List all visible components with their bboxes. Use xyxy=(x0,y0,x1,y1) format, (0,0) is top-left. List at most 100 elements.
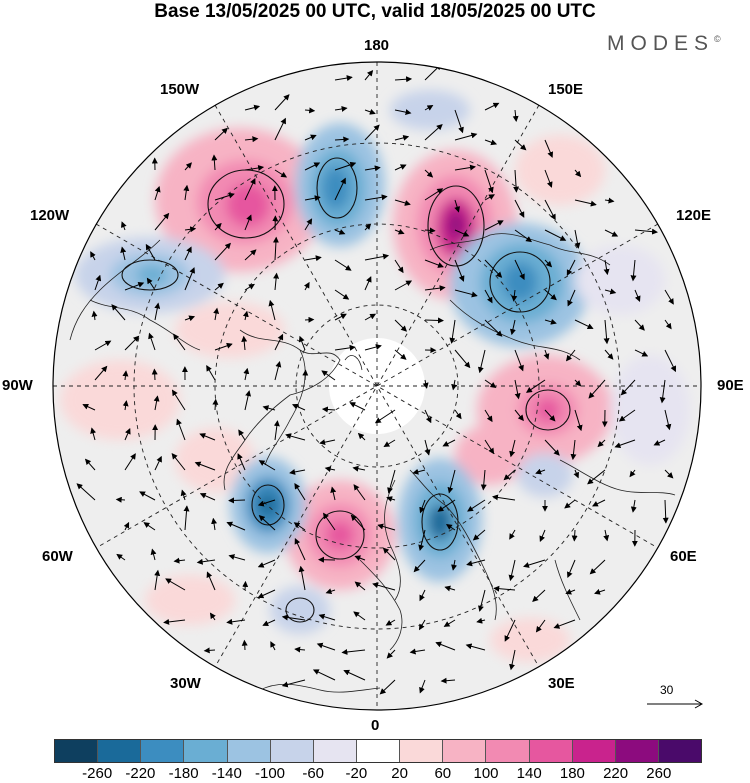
wind-arrow xyxy=(422,379,429,389)
wind-arrow xyxy=(334,289,350,300)
wind-arrow xyxy=(242,580,249,591)
wind-arrow xyxy=(304,218,313,231)
wind-arrow xyxy=(211,517,218,531)
wind-arrow xyxy=(544,139,554,158)
wind-arrow xyxy=(304,134,317,141)
wind-arrow xyxy=(91,310,98,321)
wind-arrow xyxy=(509,319,516,336)
wind-arrow xyxy=(268,299,276,321)
wind-arrow xyxy=(241,639,248,651)
wind-arrow xyxy=(634,319,645,331)
wind-arrow xyxy=(334,136,350,143)
wind-arrow xyxy=(325,588,336,595)
wind-arrow xyxy=(238,429,246,441)
wind-arrow xyxy=(122,370,129,381)
wind-arrow xyxy=(183,505,190,531)
wind-arrow xyxy=(466,559,486,567)
wind-arrow xyxy=(294,537,306,561)
wind-arrow xyxy=(544,229,567,241)
wind-arrow xyxy=(503,469,516,481)
wind-arrow xyxy=(566,559,576,579)
wind-arrow xyxy=(514,139,527,151)
wind-arrow xyxy=(304,316,315,323)
wind-arrow xyxy=(257,499,276,507)
wind-arrow xyxy=(618,409,636,422)
wind-arrow xyxy=(84,458,96,471)
wind-arrow xyxy=(330,486,337,501)
wind-arrow xyxy=(424,439,431,456)
wind-arrow xyxy=(449,319,456,344)
wind-arrow xyxy=(509,439,516,458)
wind-arrow xyxy=(492,494,516,501)
colorbar-tick-label: -60 xyxy=(302,765,325,782)
wind-arrow xyxy=(143,522,156,531)
colorbar-cell xyxy=(184,740,228,762)
anomaly-field xyxy=(53,62,701,710)
colorbar-cell xyxy=(356,740,401,762)
wind-arrow xyxy=(592,499,606,507)
wind-arrow xyxy=(206,365,216,381)
anomaly-positive xyxy=(226,183,270,227)
wind-arrow xyxy=(364,223,372,231)
wind-arrow xyxy=(440,677,456,684)
wind-arrow xyxy=(419,499,426,514)
wind-arrow xyxy=(574,379,582,387)
wind-arrow xyxy=(148,332,156,351)
wind-arrow xyxy=(76,483,96,501)
wind-arrow xyxy=(353,484,366,501)
lon-label-180: 180 xyxy=(364,37,390,54)
wind-arrow xyxy=(214,242,231,261)
wind-arrow xyxy=(244,136,259,143)
wind-arrow xyxy=(145,243,156,261)
wind-arrow xyxy=(553,619,576,629)
wind-arrow xyxy=(589,559,606,575)
wind-arrow xyxy=(603,259,610,276)
wind-arrow xyxy=(484,289,493,304)
wind-arrow xyxy=(382,547,396,561)
wind-arrow xyxy=(244,164,265,171)
wind-arrow xyxy=(354,555,366,561)
chart-title: Base 13/05/2025 00 UTC, valid 18/05/2025… xyxy=(154,1,596,22)
wind-arrow xyxy=(493,585,516,592)
colorbar-cell xyxy=(658,740,702,762)
colorbar-cell xyxy=(486,740,530,762)
contours xyxy=(121,157,571,623)
colorbar-cell xyxy=(98,740,142,762)
wind-arrow xyxy=(94,365,108,381)
wind-arrow xyxy=(228,554,246,561)
wind-arrow xyxy=(139,491,156,501)
wind-arrow xyxy=(394,280,413,291)
wind-arrow xyxy=(659,379,666,404)
wind-arrow xyxy=(196,558,216,565)
map-border xyxy=(52,61,702,711)
wind-arrow xyxy=(514,259,525,281)
lon-label-120w: 120W xyxy=(30,207,70,224)
wind-arrow xyxy=(319,439,336,446)
wind-arrow xyxy=(570,439,577,461)
wind-arrow xyxy=(386,496,396,502)
wind-arrow xyxy=(514,229,533,243)
colorbar-tick-label: -100 xyxy=(254,765,286,782)
wind-arrow xyxy=(523,559,546,568)
wind-arrow xyxy=(171,389,186,411)
wind-arrow xyxy=(123,521,130,531)
wind-arrow xyxy=(323,512,336,531)
wind-arrow xyxy=(291,403,306,411)
wind-arrow xyxy=(445,524,456,531)
wind-arrow xyxy=(94,274,102,291)
wind-arrow xyxy=(604,288,617,295)
wind-arrow xyxy=(184,315,196,322)
wind-arrow xyxy=(383,439,396,448)
wind-arrow xyxy=(424,285,446,292)
wind-arrow xyxy=(484,439,495,455)
wind-arrow xyxy=(484,319,503,337)
anomaly-positive xyxy=(448,211,464,239)
wind-arrow xyxy=(419,589,426,602)
wind-arrow xyxy=(514,409,524,422)
wind-arrow xyxy=(146,277,156,291)
wind-arrow xyxy=(304,281,310,291)
wind-arrow xyxy=(318,613,336,621)
wind-arrow xyxy=(394,199,411,206)
wind-arrow xyxy=(304,195,321,202)
anomaly-positive xyxy=(455,425,525,485)
